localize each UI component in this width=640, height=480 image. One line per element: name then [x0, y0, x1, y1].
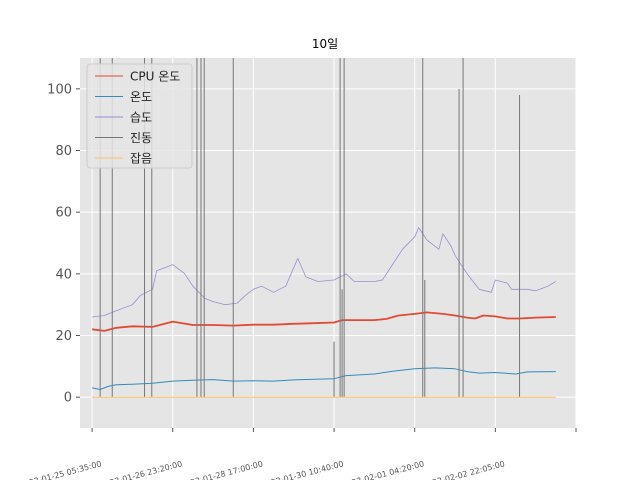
series-line	[92, 367, 556, 390]
series-line	[91, 311, 556, 332]
x-tick-label: 2023-01-25 05:35:00	[18, 459, 102, 480]
legend-label: 습도	[130, 111, 152, 125]
series-1	[92, 367, 556, 390]
y-tick-label: 80	[55, 144, 72, 159]
x-tick-label: 2023-01-30 10:40:00	[260, 459, 344, 480]
legend-label: CPU 온도	[130, 70, 180, 84]
legend-label: 잡음	[130, 152, 152, 166]
x-tick-label: 2023-02-02 22:05:00	[421, 459, 505, 480]
y-tick-label: 40	[55, 267, 72, 282]
y-tick-label: 100	[47, 82, 72, 97]
chart-title: 10일	[312, 37, 338, 51]
series-2	[92, 227, 557, 318]
legend-label: 진동	[130, 131, 152, 145]
y-tick-label: 0	[64, 391, 72, 406]
y-tick-label: 20	[55, 329, 72, 344]
y-tick-label: 60	[55, 206, 72, 221]
legend-label: 온도	[130, 90, 152, 104]
series-0	[91, 311, 556, 332]
x-tick-label: 2023-01-28 17:00:00	[180, 459, 264, 480]
series-line	[92, 227, 557, 318]
legend-box	[86, 63, 193, 169]
x-tick-label: 2023-01-26 23:20:00	[99, 459, 183, 480]
x-tick-label: 2023-02-01 04:20:00	[341, 459, 425, 480]
